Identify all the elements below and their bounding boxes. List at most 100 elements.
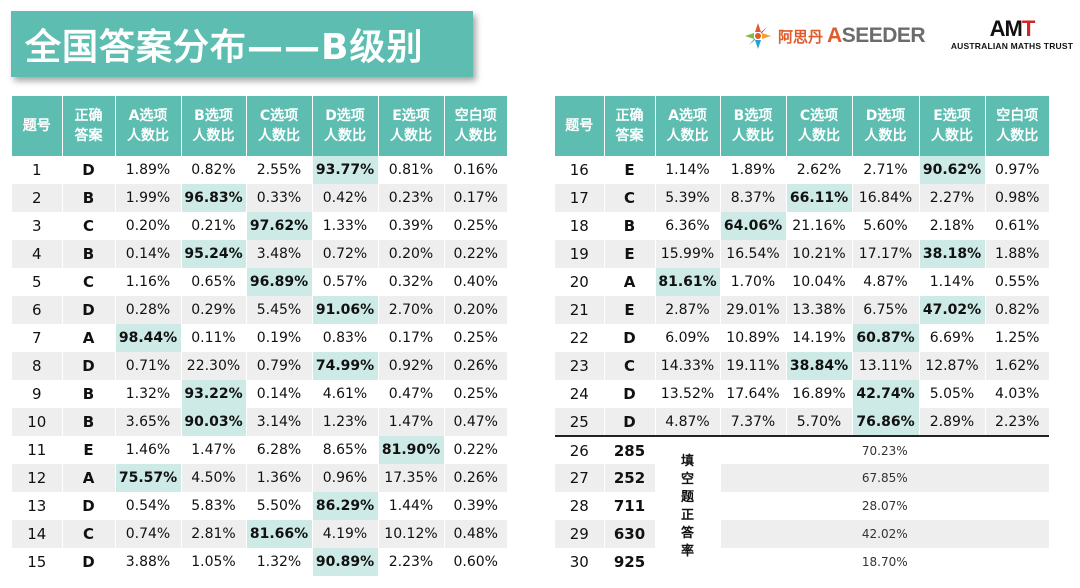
option-blank-percent: 0.60% (444, 548, 507, 576)
option-a-percent: 15.99% (655, 240, 721, 268)
question-number: 10 (12, 408, 63, 436)
option-c-percent: 38.84% (786, 352, 853, 380)
table-row: 10 B 3.65% 90.03% 3.14% 1.23% 1.47% 0.47% (12, 408, 507, 436)
option-b-percent: 1.05% (181, 548, 247, 576)
option-b-percent: 29.01% (720, 296, 787, 324)
correct-answer: E (62, 436, 116, 464)
table-row: 19 E 15.99% 16.54% 10.21% 17.17% 38.18% 1.88% (555, 240, 1049, 268)
table-row: 5 C 1.16% 0.65% 96.89% 0.57% 0.32% 0.40% (12, 268, 507, 296)
page-title: 全国答案分布——B级别 (11, 11, 473, 77)
option-blank-percent: 0.40% (444, 268, 507, 296)
correct-answer: C (62, 268, 116, 296)
question-number: 15 (12, 548, 63, 576)
fill-row: 29 630 42.02% (555, 520, 1049, 548)
correct-answer: 252 (604, 464, 656, 492)
correct-answer: D (62, 156, 116, 184)
column-header: C选项人数比 (786, 96, 853, 156)
option-e-percent: 6.69% (919, 324, 986, 352)
option-e-percent: 2.89% (919, 408, 986, 436)
aseeder-logo-cn: 阿思丹 (778, 27, 824, 46)
column-header-line: 人数比 (324, 128, 366, 144)
option-e-percent: 2.70% (378, 296, 445, 324)
amt-logo-mark: AMT (989, 16, 1036, 41)
option-d-percent: 8.65% (312, 436, 379, 464)
option-e-percent: 2.18% (919, 212, 986, 240)
option-d-percent: 93.77% (312, 156, 379, 184)
option-a-percent: 1.16% (115, 268, 182, 296)
option-e-percent: 1.14% (919, 268, 986, 296)
option-a-percent: 1.14% (655, 156, 721, 184)
option-c-percent: 96.89% (246, 268, 313, 296)
column-header-line: C选项 (799, 108, 839, 124)
option-c-percent: 97.62% (246, 212, 313, 240)
question-number: 16 (555, 156, 605, 184)
question-number: 3 (12, 212, 63, 240)
column-header-line: 正确 (74, 108, 103, 124)
option-blank-percent: 1.88% (985, 240, 1049, 268)
fill-row: 28 711 28.07% (555, 492, 1049, 520)
correct-answer: 711 (604, 492, 656, 520)
option-blank-percent: 0.39% (444, 492, 507, 520)
column-header-line: 空白项 (996, 108, 1039, 124)
question-number: 14 (12, 520, 63, 548)
column-header-line: A选项 (668, 108, 707, 124)
option-e-percent: 1.47% (378, 408, 445, 436)
option-a-percent: 14.33% (655, 352, 721, 380)
column-header: B选项 人数比 (720, 96, 787, 156)
option-a-percent: 5.39% (655, 184, 721, 212)
option-c-percent: 3.48% (246, 240, 313, 268)
column-header-line: 人数比 (258, 128, 300, 144)
option-d-percent: 90.89% (312, 548, 379, 576)
table-row: 22 D 6.09% 10.89% 14.19% 60.87% 6.69% 1.25% (555, 324, 1049, 352)
option-e-percent: 2.23% (378, 548, 445, 576)
option-d-percent: 5.60% (852, 212, 920, 240)
question-number: 22 (555, 324, 605, 352)
option-d-percent: 0.72% (312, 240, 379, 268)
option-a-percent: 0.71% (115, 352, 182, 380)
table-row: 1 D 1.89% 0.82% 2.55% 93.77% 0.81% 0.16% (12, 156, 507, 184)
question-number: 17 (555, 184, 605, 212)
option-a-percent: 13.52% (655, 380, 721, 408)
question-number: 28 (555, 492, 605, 520)
option-blank-percent: 0.47% (444, 408, 507, 436)
option-d-percent: 17.17% (852, 240, 920, 268)
fill-accuracy-rate: 28.07% (720, 492, 1049, 520)
option-d-percent: 42.74% (852, 380, 920, 408)
aseeder-logo-en: ASEEDER (827, 24, 926, 47)
table-row: 6 D 0.28% 0.29% 5.45% 91.06% 2.70% 0.20% (12, 296, 507, 324)
option-c-percent: 81.66% (246, 520, 313, 548)
option-a-percent: 3.88% (115, 548, 182, 576)
correct-answer: D (604, 408, 656, 436)
option-d-percent: 1.33% (312, 212, 379, 240)
fill-label-char: 正 (680, 507, 694, 523)
column-header-line: 人数比 (798, 128, 840, 144)
option-c-percent: 0.33% (246, 184, 313, 212)
column-header: 正确 答案 (62, 96, 116, 156)
option-blank-percent: 0.98% (985, 184, 1049, 212)
table-row: 3 C 0.20% 0.21% 97.62% 1.33% 0.39% 0.25% (12, 212, 507, 240)
option-a-percent: 2.87% (655, 296, 721, 324)
option-e-percent: 38.18% (919, 240, 986, 268)
correct-answer: C (62, 212, 116, 240)
question-number: 2 (12, 184, 63, 212)
option-b-percent: 5.83% (181, 492, 247, 520)
option-b-percent: 93.22% (181, 380, 247, 408)
column-header: E选项 人数比 (919, 96, 986, 156)
option-blank-percent: 0.61% (985, 212, 1049, 240)
option-d-percent: 0.57% (312, 268, 379, 296)
fill-accuracy-rate: 67.85% (720, 464, 1049, 492)
option-e-percent: 5.05% (919, 380, 986, 408)
column-header-line: B选项 (733, 108, 773, 124)
option-a-percent: 0.28% (115, 296, 182, 324)
option-d-percent: 0.83% (312, 324, 379, 352)
option-d-percent: 91.06% (312, 296, 379, 324)
column-header: 空白项 人数比 (985, 96, 1049, 156)
aseeder-logo: 阿思丹 ASEEDER (742, 20, 926, 52)
correct-answer: 285 (604, 435, 656, 464)
question-number: 9 (12, 380, 63, 408)
correct-answer: B (604, 212, 656, 240)
option-e-percent: 17.35% (378, 464, 445, 492)
option-b-percent: 0.82% (181, 156, 247, 184)
table-row: 16 E 1.14% 1.89% 2.62% 2.71% 90.62% 0.97% (555, 156, 1049, 184)
option-b-percent: 1.70% (720, 268, 787, 296)
